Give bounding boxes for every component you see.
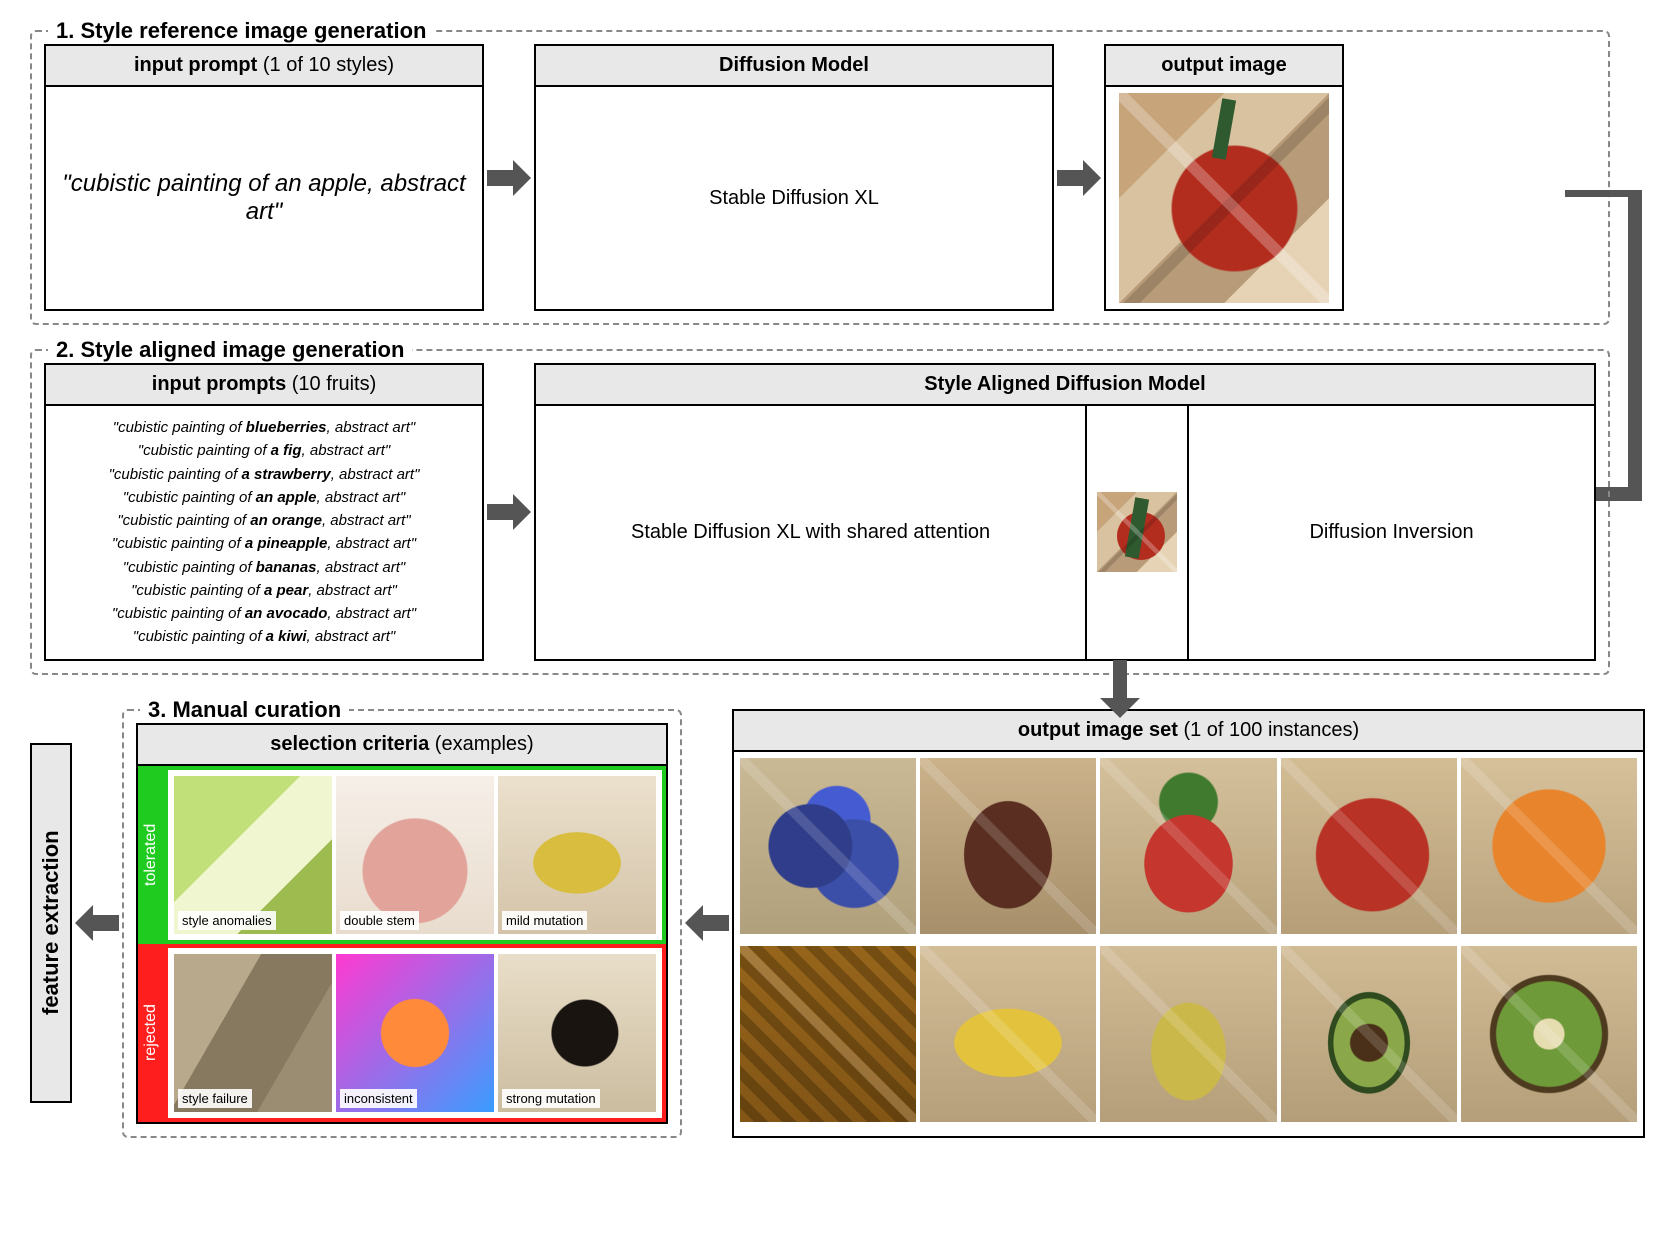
output-cell-blueberries bbox=[740, 758, 916, 934]
output-image-box: output image bbox=[1104, 44, 1344, 311]
input-prompt-box: input prompt (1 of 10 styles) "cubistic … bbox=[44, 44, 484, 311]
prompt-item: "cubistic painting of a kiwi, abstract a… bbox=[109, 625, 420, 648]
diffusion-model-body: Stable Diffusion XL bbox=[536, 87, 1052, 309]
output-cell-avocado bbox=[1281, 946, 1457, 1122]
style-aligned-model-body: Stable Diffusion XL with shared attentio… bbox=[536, 406, 1594, 659]
criteria-cell: style failure bbox=[174, 954, 332, 1112]
stage-3: 3. Manual curation selection criteria (e… bbox=[122, 709, 682, 1138]
input-prompts-box: input prompts (10 fruits) "cubistic pain… bbox=[44, 363, 484, 661]
style-aligned-model-header: Style Aligned Diffusion Model bbox=[536, 365, 1594, 406]
stage-2: 2. Style aligned image generation input … bbox=[30, 349, 1610, 675]
output-cell-apple bbox=[1281, 758, 1457, 934]
input-prompts-body: "cubistic painting of blueberries, abstr… bbox=[46, 406, 482, 659]
criteria-tag: strong mutation bbox=[502, 1089, 600, 1108]
input-prompt-body: "cubistic painting of an apple, abstract… bbox=[46, 87, 482, 309]
rejected-row: rejected style failure inconsistent strong… bbox=[138, 944, 666, 1122]
stage-1: 1. Style reference image generation inpu… bbox=[30, 30, 1610, 325]
rejected-label: rejected bbox=[138, 944, 164, 1122]
criteria-body: tolerated style anomalies double stem mild… bbox=[138, 766, 666, 1122]
selection-criteria-header: selection criteria (examples) bbox=[138, 725, 666, 766]
criteria-cell: strong mutation bbox=[498, 954, 656, 1112]
output-image-body bbox=[1106, 87, 1342, 309]
arrow-output-to-criteria bbox=[682, 905, 732, 941]
diffusion-model-box: Diffusion Model Stable Diffusion XL bbox=[534, 44, 1054, 311]
prompt-item: "cubistic painting of a strawberry, abst… bbox=[109, 463, 420, 486]
prompt-item: "cubistic painting of blueberries, abstr… bbox=[109, 416, 420, 439]
mini-apple-icon bbox=[1097, 492, 1177, 572]
connector-stage2-to-output bbox=[1100, 660, 1140, 720]
criteria-cell: style anomalies bbox=[174, 776, 332, 934]
arrow-3 bbox=[484, 363, 534, 661]
stage-3-title: 3. Manual curation bbox=[140, 697, 349, 723]
prompt-item: "cubistic painting of an apple, abstract… bbox=[109, 486, 420, 509]
output-cell-fig bbox=[920, 758, 1096, 934]
prompt-list: "cubistic painting of blueberries, abstr… bbox=[109, 416, 420, 649]
style-aligned-model-box: Style Aligned Diffusion Model Stable Dif… bbox=[534, 363, 1596, 661]
prompt-item: "cubistic painting of a pear, abstract a… bbox=[109, 579, 420, 602]
arrow-2 bbox=[1054, 44, 1104, 311]
output-cell-bananas bbox=[920, 946, 1096, 1122]
prompt-item: "cubistic painting of an orange, abstrac… bbox=[109, 509, 420, 532]
criteria-tag: inconsistent bbox=[340, 1089, 417, 1108]
prompt-item: "cubistic painting of bananas, abstract … bbox=[109, 556, 420, 579]
criteria-tag: style anomalies bbox=[178, 911, 276, 930]
rejected-cells: style failure inconsistent strong mutation bbox=[164, 944, 666, 1122]
prompt-item: "cubistic painting of an avocado, abstra… bbox=[109, 602, 420, 625]
sa-left-text: Stable Diffusion XL with shared attentio… bbox=[536, 406, 1087, 659]
prompt-item: "cubistic painting of a fig, abstract ar… bbox=[109, 439, 420, 462]
feature-extraction-box: feature extraction bbox=[30, 743, 72, 1103]
output-cell-pear bbox=[1100, 946, 1276, 1122]
output-grid bbox=[734, 752, 1643, 1136]
selection-criteria-box: selection criteria (examples) tolerated … bbox=[136, 723, 668, 1124]
tolerated-cells: style anomalies double stem mild mutation bbox=[164, 766, 666, 944]
output-image-set-header: output image set (1 of 100 instances) bbox=[734, 711, 1643, 752]
input-prompt-header: input prompt (1 of 10 styles) bbox=[46, 46, 482, 87]
criteria-cell: mild mutation bbox=[498, 776, 656, 934]
arrow-to-feat bbox=[72, 905, 122, 941]
output-image-set-box: output image set (1 of 100 instances) bbox=[732, 709, 1645, 1138]
output-cell-kiwi bbox=[1461, 946, 1637, 1122]
criteria-tag: mild mutation bbox=[502, 911, 587, 930]
output-cell-strawberry bbox=[1100, 758, 1276, 934]
stage-1-title: 1. Style reference image generation bbox=[48, 18, 435, 44]
tolerated-row: tolerated style anomalies double stem mild… bbox=[138, 766, 666, 944]
output-image-apple bbox=[1119, 93, 1329, 303]
stage-2-title: 2. Style aligned image generation bbox=[48, 337, 412, 363]
input-prompts-header: input prompts (10 fruits) bbox=[46, 365, 482, 406]
bottom-row: feature extraction 3. Manual curation se… bbox=[30, 709, 1645, 1138]
criteria-cell: double stem bbox=[336, 776, 494, 934]
criteria-tag: style failure bbox=[178, 1089, 252, 1108]
output-cell-orange bbox=[1461, 758, 1637, 934]
arrow-1 bbox=[484, 44, 534, 311]
prompt-item: "cubistic painting of a pineapple, abstr… bbox=[109, 532, 420, 555]
criteria-tag: double stem bbox=[340, 911, 419, 930]
input-prompt-text: "cubistic painting of an apple, abstract… bbox=[58, 170, 470, 226]
sa-right-text: Diffusion Inversion bbox=[1189, 406, 1594, 659]
output-image-header: output image bbox=[1106, 46, 1342, 87]
output-cell-pineapple bbox=[740, 946, 916, 1122]
diffusion-model-header: Diffusion Model bbox=[536, 46, 1052, 87]
criteria-cell: inconsistent bbox=[336, 954, 494, 1112]
tolerated-label: tolerated bbox=[138, 766, 164, 944]
